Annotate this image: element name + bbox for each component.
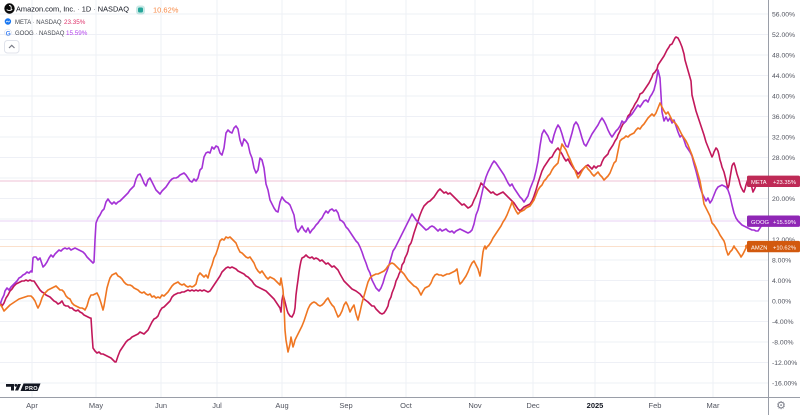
svg-text:Mar: Mar	[707, 401, 720, 410]
svg-text:32.00%: 32.00%	[772, 135, 795, 142]
svg-text:Jul: Jul	[212, 401, 222, 410]
svg-text:META: META	[751, 180, 767, 186]
svg-text:G: G	[6, 30, 11, 37]
svg-text:-16.00%: -16.00%	[772, 381, 797, 388]
svg-text:56.00%: 56.00%	[772, 12, 795, 19]
svg-text:2025: 2025	[587, 401, 604, 410]
svg-text:Feb: Feb	[649, 401, 662, 410]
svg-text:+23.35%: +23.35%	[773, 180, 796, 186]
svg-text:AMZN: AMZN	[751, 245, 767, 251]
svg-text:Nov: Nov	[468, 401, 482, 410]
svg-text:-8.00%: -8.00%	[772, 340, 794, 347]
svg-text:GOOG · NASDAQ: GOOG · NASDAQ	[15, 31, 65, 37]
svg-text:52.00%: 52.00%	[772, 32, 795, 39]
svg-text:+15.59%: +15.59%	[773, 220, 796, 226]
svg-text:0.00%: 0.00%	[772, 299, 791, 306]
svg-text:PRO: PRO	[25, 386, 38, 392]
svg-text:+10.62%: +10.62%	[773, 245, 796, 251]
svg-text:-12.00%: -12.00%	[772, 360, 797, 367]
svg-text:23.35%: 23.35%	[64, 19, 86, 26]
svg-text:8.00%: 8.00%	[772, 258, 791, 265]
svg-text:Jun: Jun	[155, 401, 167, 410]
svg-text:15.59%: 15.59%	[66, 30, 88, 37]
svg-text:48.00%: 48.00%	[772, 53, 795, 60]
svg-text:GOOG: GOOG	[751, 220, 770, 226]
svg-text:Oct: Oct	[400, 401, 413, 410]
svg-text:40.00%: 40.00%	[772, 94, 795, 101]
svg-text:⚙: ⚙	[776, 400, 786, 412]
svg-text:Sep: Sep	[339, 401, 352, 410]
svg-text:4.00%: 4.00%	[772, 278, 791, 285]
svg-text:May: May	[89, 401, 103, 410]
svg-text:Dec: Dec	[526, 401, 540, 410]
svg-text:36.00%: 36.00%	[772, 114, 795, 121]
svg-text:20.00%: 20.00%	[772, 196, 795, 203]
svg-text:12.00%: 12.00%	[772, 237, 795, 244]
svg-text:Apr: Apr	[26, 401, 38, 410]
svg-text:44.00%: 44.00%	[772, 73, 795, 80]
svg-text:28.00%: 28.00%	[772, 155, 795, 162]
svg-text:10.62%: 10.62%	[153, 5, 179, 14]
svg-text:-4.00%: -4.00%	[772, 319, 794, 326]
svg-text:Amazon.com, Inc. · 1D · NASDAQ: Amazon.com, Inc. · 1D · NASDAQ	[16, 4, 129, 13]
svg-text:META · NASDAQ: META · NASDAQ	[15, 20, 62, 26]
svg-text:Aug: Aug	[275, 401, 288, 410]
